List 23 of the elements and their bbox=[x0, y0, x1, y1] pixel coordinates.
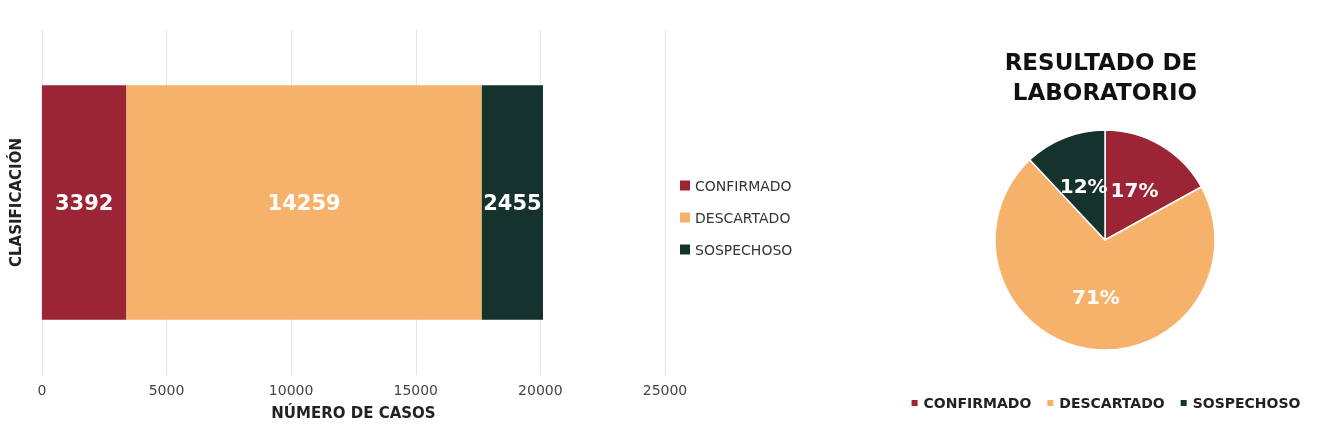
x-tick-label: 5000 bbox=[148, 382, 185, 398]
x-tick-label: 0 bbox=[37, 382, 47, 398]
legend-label: DESCARTADO bbox=[695, 209, 791, 226]
y-axis-title: CLASIFICACIÓN bbox=[5, 138, 25, 267]
bar bbox=[126, 85, 482, 320]
x-tick-label: 15000 bbox=[393, 382, 439, 398]
x-tick-label: 10000 bbox=[268, 382, 314, 398]
bar bbox=[481, 85, 544, 320]
x-tick-label: 25000 bbox=[642, 382, 688, 398]
data-label: 71% bbox=[1071, 285, 1120, 310]
legend-label: CONFIRMADO bbox=[923, 395, 1032, 411]
x-tick-label: 20000 bbox=[518, 382, 563, 398]
legend-label: CONFIRMADO bbox=[695, 177, 792, 194]
legend-label: SOSPECHOSO bbox=[695, 241, 793, 258]
data-label: 14259 bbox=[267, 190, 341, 215]
chart-title: RESULTADO DE LABORATORIO bbox=[1004, 49, 1206, 105]
data-label: 17% bbox=[1110, 178, 1159, 203]
data-label: 3392 bbox=[54, 190, 114, 215]
bar bbox=[41, 85, 127, 320]
legend-label: SOSPECHOSO bbox=[1192, 395, 1301, 411]
x-axis-title: NÚMERO DE CASOS bbox=[271, 402, 436, 422]
legend-label: DESCARTADO bbox=[1059, 395, 1165, 411]
data-label: 2455 bbox=[483, 190, 542, 215]
